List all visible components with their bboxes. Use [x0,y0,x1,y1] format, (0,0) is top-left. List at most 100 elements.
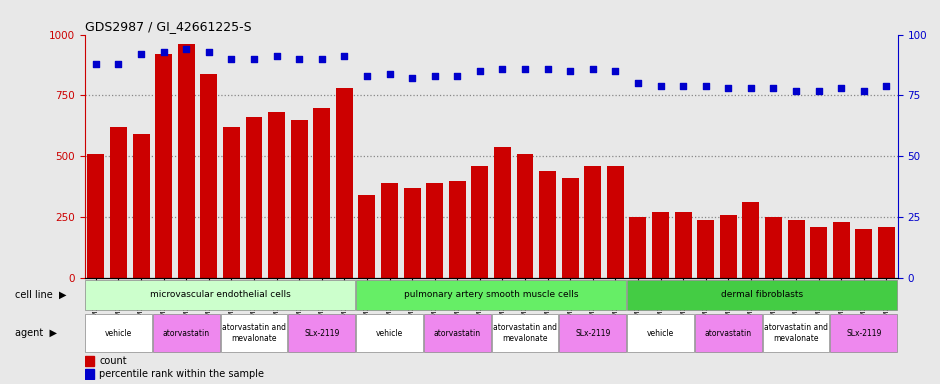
Point [495,66,510,72]
Text: cell line  ▶: cell line ▶ [15,290,67,300]
Point [879,83,894,89]
Bar [562,178,579,278]
Point [608,68,623,74]
Bar [762,314,829,352]
Point [856,88,871,94]
Text: microvascular endothelial cells: microvascular endothelial cells [149,290,290,300]
Point [653,83,668,89]
Point [201,48,216,55]
Point [472,68,487,74]
Point [540,66,556,72]
Text: atorvastatin: atorvastatin [705,329,752,338]
Point [449,73,464,79]
Bar [810,227,827,278]
Bar [855,229,872,278]
Point [404,75,419,81]
Bar [517,154,534,278]
Bar [424,314,491,352]
Point [834,85,849,91]
Bar [585,166,602,278]
Point [563,68,578,74]
Bar [627,314,694,352]
Bar [289,314,355,352]
Bar [630,217,647,278]
Bar [155,54,172,278]
Bar [878,227,895,278]
Bar [153,314,220,352]
Text: SLx-2119: SLx-2119 [846,329,882,338]
Bar [830,314,898,352]
Bar [448,180,465,278]
Text: SLx-2119: SLx-2119 [304,329,339,338]
Point [111,61,126,67]
Bar [540,171,556,278]
Bar [85,314,152,352]
Point [766,85,781,91]
Bar [178,44,195,278]
Bar [85,369,94,379]
Point [586,66,601,72]
Bar [743,202,760,278]
Text: GDS2987 / GI_42661225-S: GDS2987 / GI_42661225-S [85,20,251,33]
Point [518,66,533,72]
Bar [358,195,375,278]
Bar [494,147,511,278]
Text: atorvastatin: atorvastatin [163,329,210,338]
Point [811,88,826,94]
Text: vehicle: vehicle [105,329,133,338]
Bar [85,280,355,310]
Point [676,83,691,89]
Bar [85,356,94,366]
Point [224,56,239,62]
Bar [652,212,669,278]
Bar [471,166,488,278]
Bar [87,154,104,278]
Bar [221,314,288,352]
Bar [426,183,443,278]
Bar [110,127,127,278]
Bar [788,220,805,278]
Text: agent  ▶: agent ▶ [15,328,57,338]
Point [427,73,442,79]
Bar [720,215,737,278]
Bar [492,314,558,352]
Point [698,83,713,89]
Bar [607,166,624,278]
Point [337,53,352,60]
Bar [403,188,420,278]
Point [744,85,759,91]
Point [359,73,374,79]
Bar [223,127,240,278]
Bar [356,314,423,352]
Text: count: count [100,356,127,366]
Bar [200,73,217,278]
Text: atorvastatin and
mevalonate: atorvastatin and mevalonate [764,323,828,343]
Text: atorvastatin and
mevalonate: atorvastatin and mevalonate [222,323,286,343]
Bar [336,88,352,278]
Text: SLx-2119: SLx-2119 [575,329,610,338]
Text: pulmonary artery smooth muscle cells: pulmonary artery smooth muscle cells [404,290,578,300]
Text: atorvastatin and
mevalonate: atorvastatin and mevalonate [493,323,557,343]
Bar [833,222,850,278]
Bar [290,120,307,278]
Bar [133,134,149,278]
Point [721,85,736,91]
Point [789,88,804,94]
Bar [559,314,626,352]
Point [156,48,171,55]
Point [88,61,103,67]
Text: vehicle: vehicle [647,329,674,338]
Text: atorvastatin: atorvastatin [433,329,481,338]
Bar [695,314,761,352]
Point [246,56,261,62]
Bar [381,183,398,278]
Bar [245,117,262,278]
Text: vehicle: vehicle [376,329,403,338]
Point [269,53,284,60]
Bar [765,217,782,278]
Bar [356,280,626,310]
Text: dermal fibroblasts: dermal fibroblasts [721,290,804,300]
Text: percentile rank within the sample: percentile rank within the sample [100,369,264,379]
Bar [675,212,692,278]
Point [382,70,397,76]
